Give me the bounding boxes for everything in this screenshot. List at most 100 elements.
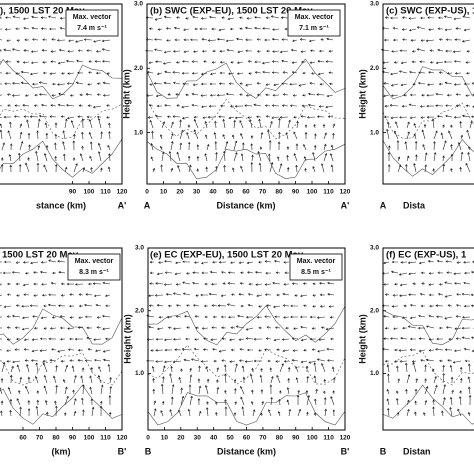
wind-vector	[390, 83, 399, 87]
wind-vector	[463, 28, 471, 32]
wind-vector	[463, 281, 471, 285]
wind-vector	[0, 260, 2, 264]
wind-vector	[396, 397, 399, 406]
wind-vector	[57, 349, 66, 353]
wind-vector	[327, 293, 335, 296]
y-tick-label: 3.0	[370, 245, 379, 252]
x-tick-label: 120	[117, 189, 128, 196]
wind-vector	[67, 348, 75, 351]
wind-vector	[313, 144, 317, 151]
wind-vector	[86, 326, 93, 330]
wind-vector	[155, 60, 163, 63]
wind-vector	[420, 116, 426, 119]
wind-vector	[300, 325, 308, 329]
wind-vector	[327, 281, 335, 285]
wind-vector	[93, 338, 102, 341]
wind-vector	[401, 316, 408, 319]
wind-vector	[392, 315, 399, 319]
wind-vector	[240, 385, 245, 395]
wind-vector	[155, 282, 164, 285]
wind-vector	[442, 124, 445, 129]
wind-vector	[461, 336, 471, 340]
wind-vector	[227, 271, 236, 274]
wind-vector	[409, 93, 417, 97]
wind-vector	[289, 82, 298, 86]
wind-vector	[19, 123, 23, 129]
wind-vector	[210, 338, 218, 341]
wind-vector	[317, 60, 325, 63]
plot-frame	[382, 247, 474, 431]
x-axis-label: Distan	[403, 446, 431, 456]
wind-vector	[240, 165, 244, 173]
wind-vector	[43, 374, 48, 384]
wind-vector	[75, 81, 84, 85]
wind-vector	[253, 359, 262, 363]
wind-vector	[406, 121, 410, 129]
wind-vector	[432, 368, 435, 373]
wind-vector	[466, 49, 471, 53]
wind-vector	[407, 261, 417, 264]
wind-vector	[201, 38, 208, 41]
wind-vector	[14, 104, 21, 107]
x-tick-label: 110	[323, 435, 334, 442]
wind-vector	[163, 283, 173, 286]
wind-vector	[428, 314, 435, 318]
wind-vector	[326, 94, 334, 98]
wind-vector	[0, 282, 3, 286]
wind-vector	[9, 398, 13, 406]
wind-vector	[284, 27, 289, 31]
wind-vector	[35, 362, 39, 373]
wind-vector	[224, 141, 229, 151]
wind-vector	[202, 116, 208, 119]
wind-vector	[432, 406, 435, 417]
wind-vector	[161, 121, 166, 129]
wind-vector	[257, 150, 262, 162]
wind-vector	[224, 389, 227, 395]
wind-vector	[45, 411, 49, 417]
wind-vector	[168, 150, 172, 162]
wind-vector	[403, 304, 408, 308]
wind-vector	[30, 261, 39, 265]
wind-vector	[156, 104, 163, 108]
wind-vector	[31, 26, 39, 30]
plot-frame	[0, 3, 123, 185]
wind-vector	[318, 338, 326, 341]
wind-vector	[309, 61, 316, 64]
wind-vector	[150, 142, 154, 151]
wind-vector	[208, 292, 218, 296]
wind-vector	[398, 70, 408, 74]
wind-vector	[210, 72, 217, 76]
wind-vector	[69, 94, 75, 97]
wind-vector	[108, 122, 111, 129]
x-axis-label: stance (km)	[36, 200, 86, 210]
wind-vector	[470, 115, 474, 119]
wind-vector	[239, 282, 245, 285]
wind-vector	[194, 27, 198, 31]
wind-vector	[96, 93, 102, 97]
wind-vector	[147, 116, 154, 119]
wind-vector	[408, 293, 417, 296]
wind-vector	[449, 364, 453, 373]
wind-vector	[212, 49, 217, 53]
wind-vector	[184, 315, 191, 318]
wind-vector	[299, 315, 308, 319]
wind-vector	[268, 140, 272, 151]
wind-vector	[0, 348, 3, 351]
wind-vector	[244, 104, 253, 107]
wind-vector	[454, 349, 462, 352]
wind-vector	[37, 118, 41, 129]
wind-vector	[187, 141, 191, 151]
wind-vector	[200, 72, 208, 76]
wind-vector	[382, 61, 390, 64]
wind-vector	[259, 374, 263, 384]
wind-vector	[213, 132, 217, 140]
wind-vector	[201, 327, 209, 330]
wind-vector	[185, 337, 190, 341]
wind-vector	[312, 294, 317, 297]
wind-vector	[245, 83, 253, 87]
wind-vector	[77, 326, 84, 329]
wind-vector	[189, 374, 193, 384]
wind-vector	[95, 71, 102, 75]
wind-vector	[307, 92, 316, 96]
x-tick-label: 80	[275, 189, 283, 196]
